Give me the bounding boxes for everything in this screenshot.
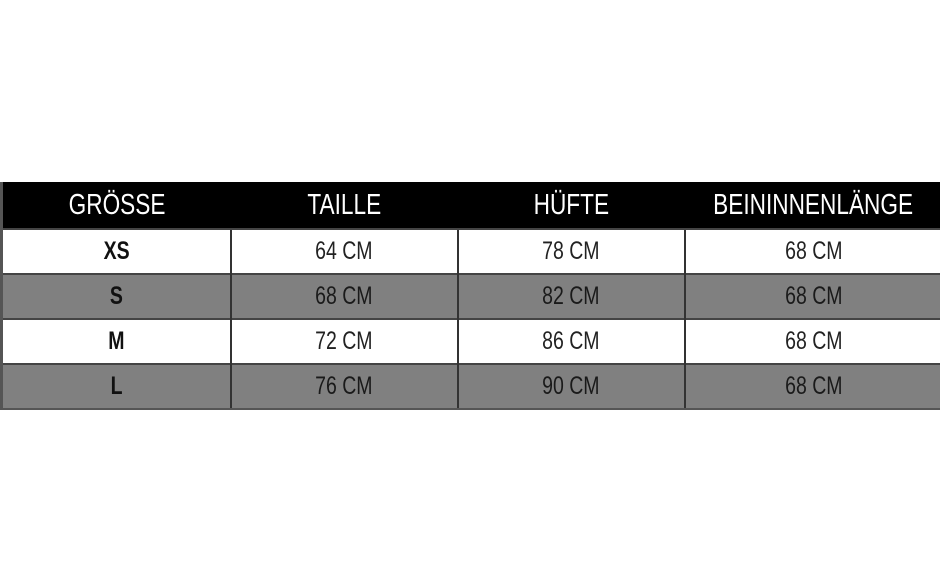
- cell-inseam: 68 CM: [683, 318, 940, 364]
- table-row: S 68 CM 82 CM 68 CM: [1, 273, 940, 319]
- cell-size: S: [1, 273, 231, 319]
- cell-inseam: 68 CM: [683, 273, 940, 319]
- header-row: GRÖSSE TAILLE HÜFTE BEININNENLÄNGE: [1, 182, 940, 229]
- header-size: GRÖSSE: [1, 182, 231, 229]
- cell-hip: 90 CM: [456, 363, 685, 410]
- size-chart-table: GRÖSSE TAILLE HÜFTE BEININNENLÄNGE XS 64…: [0, 182, 940, 410]
- cell-inseam: 68 CM: [683, 363, 940, 410]
- header-hip: HÜFTE: [457, 182, 685, 229]
- cell-waist: 64 CM: [229, 228, 458, 274]
- header-waist: TAILLE: [230, 182, 458, 229]
- cell-hip: 82 CM: [456, 273, 685, 319]
- table-row: L 76 CM 90 CM 68 CM: [1, 363, 940, 410]
- cell-inseam: 68 CM: [683, 228, 940, 274]
- cell-size: M: [1, 318, 231, 364]
- table-row: XS 64 CM 78 CM 68 CM: [1, 228, 940, 274]
- header-inseam: BEININNENLÄNGE: [684, 182, 940, 229]
- cell-waist: 72 CM: [229, 318, 458, 364]
- table-row: M 72 CM 86 CM 68 CM: [1, 318, 940, 364]
- cell-waist: 76 CM: [229, 363, 458, 410]
- cell-waist: 68 CM: [229, 273, 458, 319]
- cell-hip: 78 CM: [456, 228, 685, 274]
- cell-hip: 86 CM: [456, 318, 685, 364]
- cell-size: L: [1, 363, 231, 410]
- cell-size: XS: [1, 228, 231, 274]
